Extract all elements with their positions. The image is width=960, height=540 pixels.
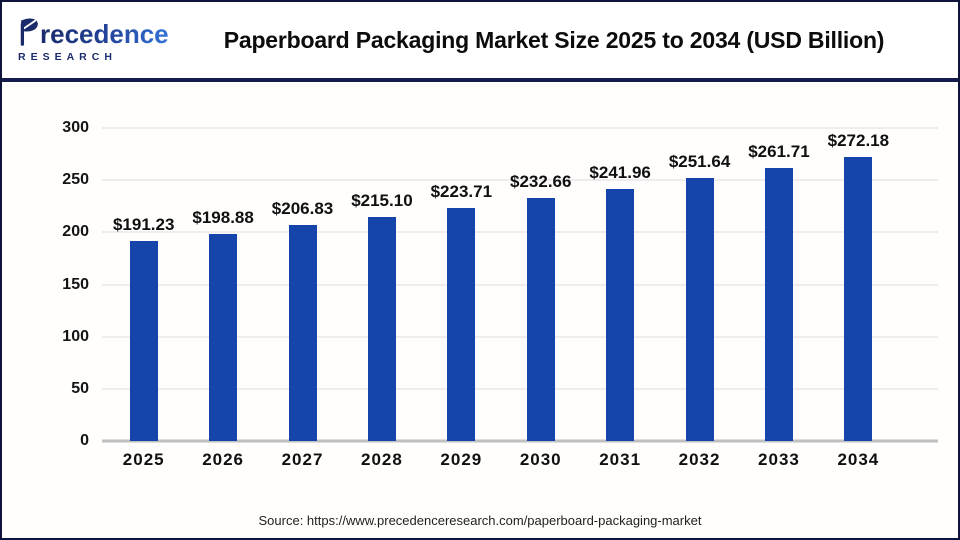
bar-value-label: $232.66 (510, 172, 572, 192)
bar-2031 (606, 188, 635, 441)
x-tick-label: 2025 (122, 450, 165, 469)
bar-value-label: $206.83 (271, 199, 334, 219)
bar-slot: $261.71 (739, 128, 818, 441)
bars-row: $191.23 $198.88 $206.83 $215.10 $223.71 $232.… (104, 128, 898, 441)
x-tick-label: 2034 (837, 450, 880, 469)
x-tick-label: 2028 (361, 450, 403, 469)
x-axis-line (102, 439, 938, 443)
y-tick-label: 200 (62, 223, 89, 241)
bar-2026 (209, 233, 238, 441)
bar-2025 (129, 241, 158, 441)
grid-line (102, 127, 938, 129)
logo-wordmark: recedence (18, 17, 174, 47)
y-tick-label: 100 (62, 327, 89, 345)
bar-value-label: $223.71 (430, 181, 493, 201)
bar-slot: $272.18 (819, 128, 898, 441)
bar-2034 (844, 157, 873, 441)
x-tick-label: 2031 (599, 450, 642, 469)
y-tick-label: 150 (62, 275, 89, 293)
y-tick-label: 0 (80, 432, 89, 449)
bar-value-label: $272.18 (827, 131, 890, 151)
bar-slot: $223.71 (422, 128, 501, 441)
grid-line (102, 283, 938, 286)
x-tick-label: 2026 (202, 450, 245, 469)
bar-slot: $198.88 (183, 128, 262, 441)
grid-line (102, 179, 938, 182)
logo-subtitle: RESEARCH (18, 51, 174, 63)
y-tick-label: 300 (62, 119, 89, 136)
bar-value-label: $191.23 (112, 215, 175, 235)
y-tick-label: 50 (71, 379, 89, 397)
x-axis-labels: 2025 2026 2027 2028 2029 2030 2031 2032 2033 2034 (104, 450, 898, 470)
bar-2033 (764, 167, 793, 441)
bar-2027 (288, 225, 317, 441)
x-tick-label: 2029 (440, 450, 483, 469)
chart-title: Paperboard Packaging Market Size 2025 to… (223, 26, 885, 53)
x-tick-label: 2027 (281, 450, 324, 469)
bar-value-label: $261.71 (748, 141, 810, 161)
bar-2032 (685, 178, 714, 441)
bar-slot: $251.64 (660, 128, 739, 441)
bar-slot: $232.66 (501, 128, 580, 441)
bar-slot: $241.96 (580, 128, 659, 441)
leaf-p-logo-icon (20, 18, 38, 46)
chart-area: $191.23 $198.88 $206.83 $215.10 $223.71 $232.… (2, 84, 958, 538)
bar-2030 (526, 198, 555, 441)
bar-value-label: $241.96 (589, 162, 651, 182)
grid-line (102, 231, 938, 234)
precedence-research-logo: recedence RESEARCH (18, 17, 174, 63)
x-tick-label: 2030 (519, 450, 562, 469)
grid-line (102, 387, 938, 390)
bar-slot: $215.10 (342, 128, 421, 441)
logo-word-text: recedence (40, 19, 169, 50)
grid-line (102, 335, 938, 338)
plot-area: $191.23 $198.88 $206.83 $215.10 $223.71 $232.… (62, 119, 938, 449)
header: recedence RESEARCH Paperboard Packaging … (2, 2, 958, 82)
bar-value-label: $198.88 (192, 207, 254, 227)
x-tick-label: 2032 (678, 450, 721, 469)
y-tick-label: 250 (62, 171, 89, 189)
bar-value-label: $215.10 (351, 190, 413, 210)
x-tick-label: 2033 (758, 450, 800, 469)
bar-value-label: $251.64 (668, 152, 731, 172)
bar-2029 (447, 207, 476, 441)
bar-slot: $191.23 (104, 128, 183, 441)
bar-slot: $206.83 (263, 128, 342, 441)
source-citation: Source: https://www.precedenceresearch.c… (258, 513, 702, 528)
bar-2028 (367, 216, 396, 441)
